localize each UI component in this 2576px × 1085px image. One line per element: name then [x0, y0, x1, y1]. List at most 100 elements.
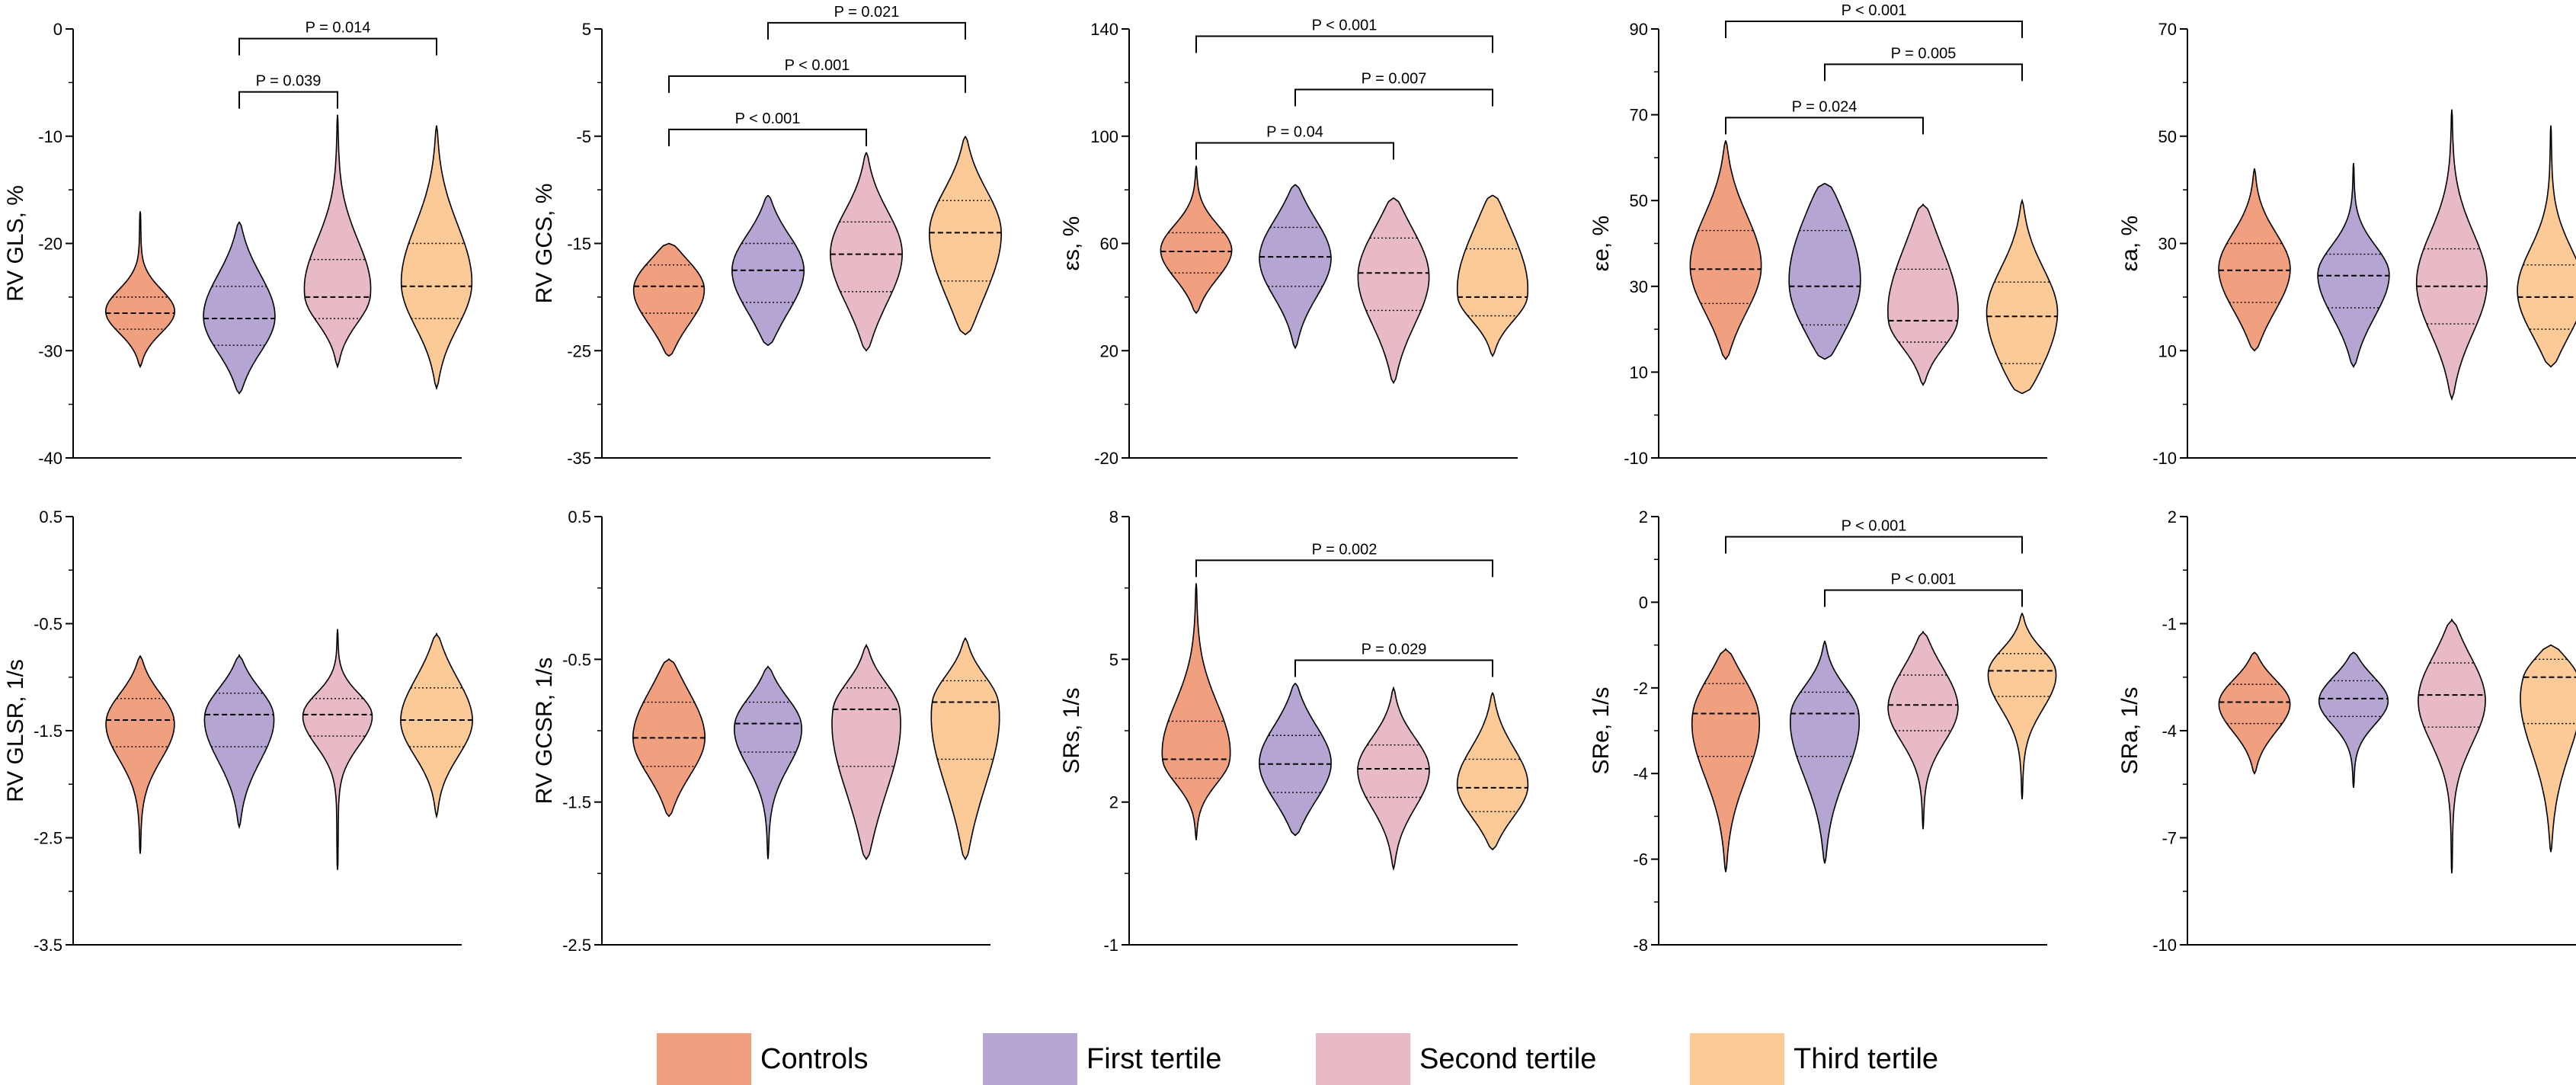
y-tick-label: 5 [1109, 650, 1118, 669]
p-value-label: P = 0.04 [1266, 123, 1323, 140]
violin-first-tertile [2317, 162, 2390, 369]
legend-item: Second tertile [1316, 1033, 1596, 1085]
y-tick-label: -4 [1633, 764, 1648, 783]
p-value-label: P = 0.021 [834, 4, 900, 21]
significance-bracket [1725, 21, 2023, 38]
y-tick-label: -6 [1633, 850, 1648, 869]
y-tick-label: 90 [1630, 20, 1648, 39]
y-tick-label: -20 [1094, 449, 1118, 468]
panel-7: -2.5 -1.5 -0.5 0.5 RV GCSR, 1/s [532, 507, 1000, 955]
panel-10: -10 -7 -4 -1 2 SRa, 1/s [2117, 507, 2576, 955]
legend-swatch [657, 1033, 751, 1085]
violin-second-tertile [1357, 197, 1430, 385]
significance-bracket [1195, 142, 1394, 160]
significance-bracket [1294, 659, 1493, 677]
y-axis-label: εe, % [1589, 216, 1614, 271]
legend-label: Third tertile [1794, 1043, 1938, 1075]
p-value-label: P < 0.001 [1312, 17, 1378, 34]
y-axis-label: SRe, 1/s [1589, 687, 1614, 774]
y-tick-label: -25 [567, 341, 591, 360]
p-value-label: P = 0.005 [1891, 45, 1957, 62]
legend-item: Controls [657, 1033, 869, 1085]
legend: Controls First tertile Second tertile Third… [657, 1033, 1938, 1085]
p-value-label: P = 0.014 [306, 20, 371, 37]
panel-9: -8 -6 -4 -2 0 2 SRe, 1/s P < 0.001 P < 0.001 [1589, 507, 2057, 955]
y-tick-label: 10 [1630, 363, 1648, 382]
violin-first-tertile [733, 665, 803, 859]
significance-bracket [1725, 536, 2023, 554]
legend-swatch [983, 1033, 1077, 1085]
p-value-label: P < 0.001 [735, 110, 801, 127]
legend-label: Controls [760, 1043, 869, 1075]
y-axis-label: RV GCS, % [532, 184, 557, 304]
y-axis-label: εa, % [2117, 216, 2142, 271]
y-tick-label: 0.5 [568, 507, 591, 526]
y-tick-label: -1.5 [562, 793, 591, 812]
y-tick-label: 30 [2158, 235, 2177, 254]
p-value-label: P = 0.007 [1362, 70, 1427, 87]
violin-controls [1691, 648, 1761, 872]
y-tick-label: 70 [1630, 106, 1648, 125]
p-value-label: P = 0.002 [1312, 541, 1378, 558]
violin-third-tertile [400, 632, 473, 819]
p-value-label: P = 0.029 [1362, 642, 1427, 658]
significance-bracket [238, 91, 338, 109]
p-value-label: P < 0.001 [1891, 571, 1957, 587]
significance-bracket [668, 128, 867, 146]
y-axis-label: RV GLS, % [3, 185, 28, 302]
y-axis-label: εs, % [1059, 216, 1084, 271]
violin-third-tertile [2520, 644, 2576, 853]
y-tick-label: 2 [1109, 793, 1118, 812]
legend-item: First tertile [983, 1033, 1221, 1085]
y-tick-label: -5 [576, 127, 591, 146]
p-value-label: P < 0.001 [1842, 2, 1907, 19]
y-tick-label: -1 [1103, 936, 1118, 955]
panel-2: -35 -25 -15 -5 5 RV GCS, % P < 0.001 P < 0.001 P… [532, 4, 1003, 468]
violin-controls [105, 655, 175, 854]
significance-bracket [1195, 559, 1493, 578]
p-value-label: P < 0.001 [1842, 517, 1907, 534]
significance-bracket [1824, 589, 2023, 607]
y-tick-label: -4 [2162, 722, 2177, 741]
violin-second-tertile [302, 629, 373, 870]
y-tick-label: 70 [2158, 20, 2177, 39]
violin-second-tertile [1887, 203, 1959, 386]
panel-1: -40 -30 -20 -10 0 RV GLS, % P = 0.039 P = 0.014 [3, 20, 473, 468]
significance-bracket [1725, 117, 1924, 135]
violin-first-tertile [1259, 184, 1332, 350]
y-tick-label: 140 [1090, 20, 1118, 39]
p-value-label: P = 0.039 [256, 73, 322, 90]
violin-second-tertile [303, 114, 372, 370]
y-tick-label: -10 [2152, 449, 2177, 468]
violin-controls [2218, 168, 2291, 352]
significance-bracket [1824, 63, 2023, 82]
y-tick-label: 60 [1100, 235, 1118, 254]
significance-bracket [668, 75, 966, 93]
y-tick-label: 5 [582, 20, 591, 39]
y-tick-label: 30 [1630, 277, 1648, 296]
y-tick-label: -30 [38, 341, 62, 360]
p-value-label: P = 0.024 [1792, 98, 1858, 115]
y-tick-label: 50 [2158, 127, 2177, 146]
violin-second-tertile [2415, 109, 2488, 402]
violin-second-tertile [830, 152, 903, 352]
violin-third-tertile [1456, 194, 1529, 358]
violin-second-tertile [831, 643, 901, 861]
significance-bracket [1195, 35, 1493, 53]
y-tick-label: 50 [1630, 191, 1648, 210]
y-tick-label: 8 [1109, 507, 1118, 526]
y-tick-label: -7 [2162, 829, 2177, 848]
y-tick-label: -40 [38, 449, 62, 468]
violin-controls [1160, 165, 1233, 315]
legend-item: Third tertile [1690, 1033, 1938, 1085]
legend-swatch [1316, 1033, 1410, 1085]
y-axis-label: RV GCSR, 1/s [532, 658, 557, 805]
violin-first-tertile [1790, 640, 1860, 864]
violin-third-tertile [928, 136, 1003, 336]
y-tick-label: -10 [2152, 936, 2177, 955]
y-tick-label: -20 [38, 235, 62, 254]
violin-third-tertile [2517, 125, 2576, 368]
y-tick-label: 2 [2168, 507, 2177, 526]
panel-5: -10 10 30 50 70 εa, % [2117, 20, 2576, 468]
y-tick-label: 0.5 [39, 507, 62, 526]
